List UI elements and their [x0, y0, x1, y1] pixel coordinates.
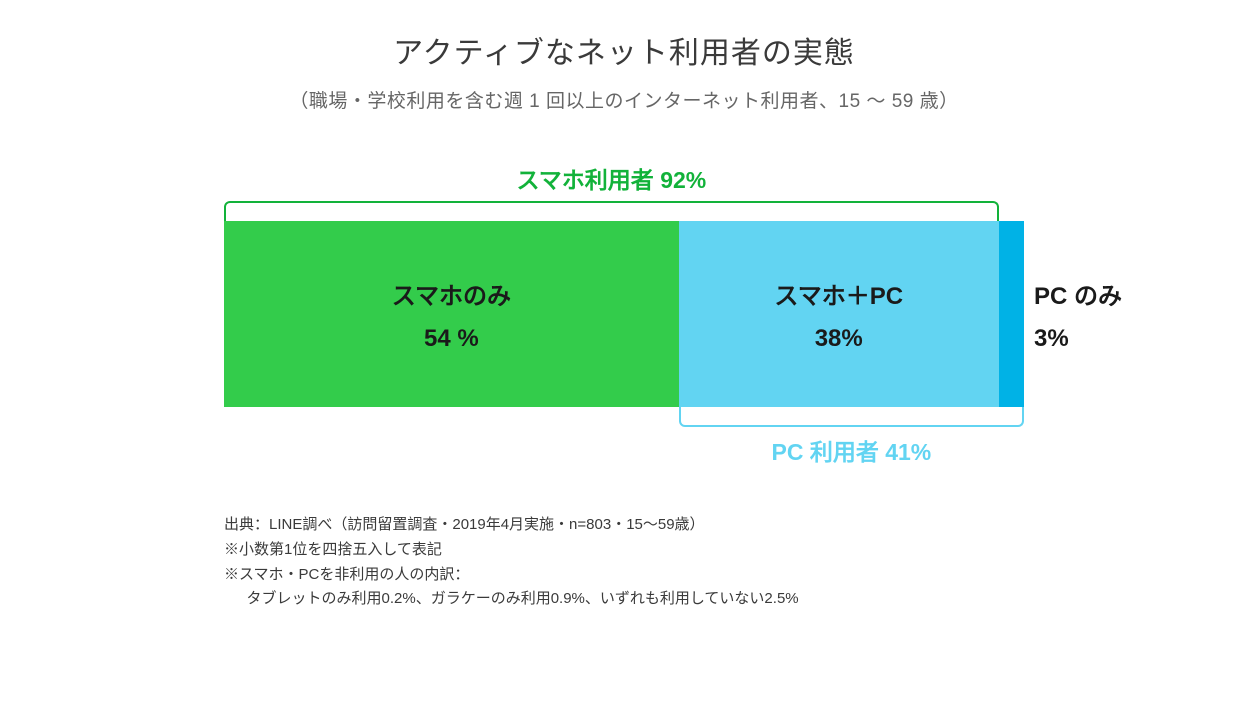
- stacked-bar: スマホのみ 54 % スマホ＋PC 38% PC のみ 3%: [224, 221, 1024, 407]
- segment-percent: 38%: [815, 325, 863, 353]
- top-group-bracket: [224, 201, 999, 221]
- bottom-group-label: PC 利用者 41%: [679, 433, 1024, 467]
- segment-percent: 54 %: [424, 325, 479, 353]
- chart-subtitle: （職場・学校利用を含む週 1 回以上のインターネット利用者、15 〜 59 歳）: [0, 86, 1248, 113]
- top-group-label: スマホ利用者 92%: [224, 161, 999, 195]
- source-notes: 出典：LINE調べ（訪問留置調査・2019年4月実施・n=803・15〜59歳）…: [224, 513, 1024, 612]
- chart-container: アクティブなネット利用者の実態 （職場・学校利用を含む週 1 回以上のインターネ…: [0, 0, 1248, 612]
- segment-pc-only-outer-label: PC のみ 3%: [1024, 221, 1154, 407]
- chart-title: アクティブなネット利用者の実態: [0, 28, 1248, 72]
- note-nonusers-detail: タブレットのみ利用0.2%、ガラケーのみ利用0.9%、いずれも利用していない2.…: [224, 587, 1024, 612]
- note-rounding: ※小数第1位を四捨五入して表記: [224, 538, 1024, 563]
- segment-smartphone-and-pc: スマホ＋PC 38%: [679, 221, 999, 407]
- segment-pc-only: PC のみ 3%: [999, 221, 1024, 407]
- note-nonusers-header: ※スマホ・PCを非利用の人の内訳：: [224, 563, 1024, 588]
- chart-area: スマホ利用者 92% スマホのみ 54 % スマホ＋PC 38% PC のみ 3…: [224, 161, 1024, 467]
- segment-percent: 3%: [1034, 325, 1069, 353]
- segment-label: スマホのみ: [392, 276, 511, 311]
- segment-label: スマホ＋PC: [774, 276, 903, 311]
- bottom-group-bracket: [679, 407, 1024, 427]
- segment-label: PC のみ: [1034, 276, 1122, 311]
- note-source: 出典：LINE調べ（訪問留置調査・2019年4月実施・n=803・15〜59歳）: [224, 513, 1024, 538]
- segment-smartphone-only: スマホのみ 54 %: [224, 221, 679, 407]
